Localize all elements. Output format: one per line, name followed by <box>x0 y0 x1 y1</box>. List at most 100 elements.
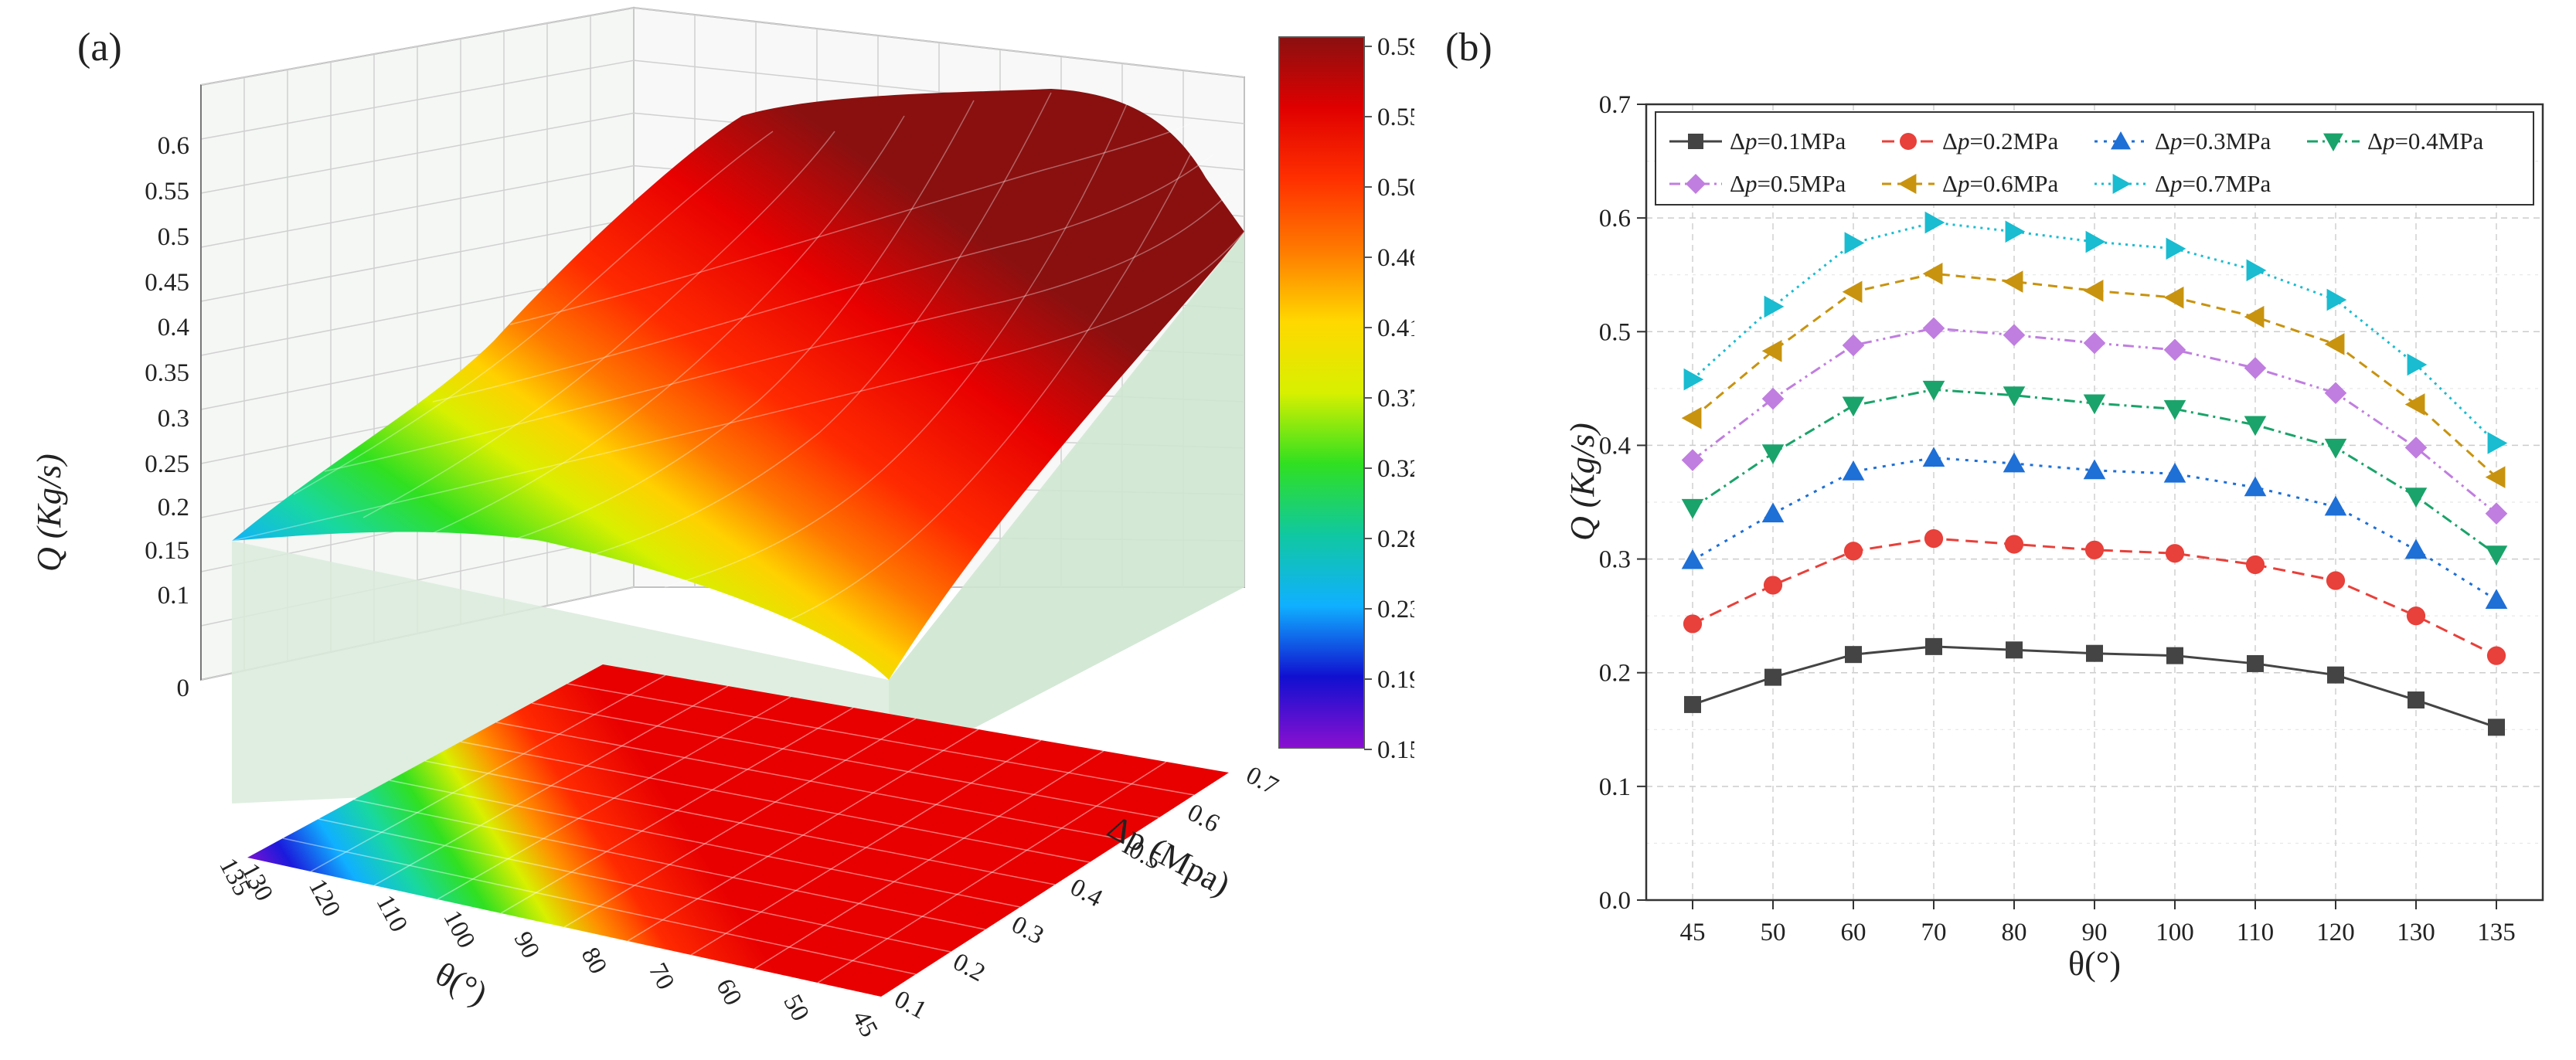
colorbar-tick-label: 0.3292 <box>1377 455 1414 483</box>
series-marker <box>1900 133 1917 150</box>
z-tick-label: 0 <box>177 674 190 702</box>
floor-grid-line <box>690 739 1042 956</box>
colorbar-tick-label: 0.2844 <box>1377 525 1414 553</box>
wall-grid-line <box>633 7 1245 78</box>
z-tick-label: 0.35 <box>145 359 189 387</box>
y-tick-label: 0.1 <box>1599 773 1631 801</box>
panel-label-b: (b) <box>1445 25 1492 70</box>
surface-grid-line <box>324 192 1230 472</box>
series-marker <box>2165 544 2185 563</box>
series-group <box>1683 211 2508 454</box>
series-marker <box>2005 220 2026 243</box>
surface-grid-line <box>757 154 1191 634</box>
series-marker <box>2006 641 2023 659</box>
legend-label-var: p <box>2169 170 2183 197</box>
line-chart-svg: (b) 0.0 0.1 0.2 0.3 0.4 0.5 0.6 0.7 45 50 60 70 80 9… <box>1445 25 2544 983</box>
series-marker <box>2083 394 2106 415</box>
theta-tick-label: 90 <box>509 927 545 963</box>
series-marker <box>2326 571 2346 590</box>
legend-label: Δp=0.5MPa <box>1730 170 1846 197</box>
legend-label-prefix: Δ <box>2367 127 2383 155</box>
series-marker <box>2406 606 2426 626</box>
series-marker <box>2324 333 2345 355</box>
series-marker <box>1681 549 1704 569</box>
series-marker <box>2112 174 2131 194</box>
dp-tick-label: 0.2 <box>948 948 989 987</box>
series-marker <box>1683 368 1704 391</box>
theta-tick-label: 100 <box>437 906 480 953</box>
panel-label-a: (a) <box>77 25 122 70</box>
colorbar <box>1278 36 1365 749</box>
series-marker <box>2404 437 2428 459</box>
series-marker <box>2246 259 2267 282</box>
series-marker <box>2485 589 2508 609</box>
colorbar-tick-label: 0.3740 <box>1377 385 1414 413</box>
y-tick-labels: 0.0 0.1 0.2 0.3 0.4 0.5 0.6 0.7 <box>1599 91 1646 915</box>
legend-label-var: p <box>1956 170 1970 197</box>
series-marker <box>1681 498 1704 519</box>
series-marker <box>2485 466 2506 488</box>
legend-label-prefix: Δ <box>1942 127 1958 155</box>
series-group <box>1683 528 2506 665</box>
theta-tick-label: 60 <box>710 974 747 1010</box>
series-layer <box>1681 211 2508 736</box>
series-group <box>1681 317 2508 525</box>
legend-label-suffix: =0.7MPa <box>2182 170 2271 197</box>
wall-grid-line <box>200 59 635 140</box>
series-marker <box>1845 646 1862 664</box>
floor-grid-line <box>389 780 1021 908</box>
x-tick-labels: 45 50 60 70 80 90 100 110 120 130 135 <box>1680 900 2516 946</box>
x-tick-label: 110 <box>2237 919 2274 946</box>
series-marker <box>1924 211 1945 234</box>
series-marker <box>2163 462 2186 483</box>
surface-grid-line <box>293 131 774 495</box>
series-marker <box>2244 476 2267 497</box>
series-marker <box>2485 502 2508 525</box>
series-marker <box>2084 540 2105 559</box>
legend-item: Δp=0.5MPa <box>1669 170 1846 197</box>
legend-label: Δp=0.7MPa <box>2155 170 2271 197</box>
wall-grid-line <box>200 7 635 86</box>
series-marker <box>1844 232 1865 254</box>
panel-b-line-chart: (b) 0.0 0.1 0.2 0.3 0.4 0.5 0.6 0.7 45 50 60 70 80 9… <box>1414 0 2576 1056</box>
series-marker <box>2111 131 2131 150</box>
legend-label: Δp=0.1MPa <box>1730 127 1846 155</box>
surface-grid-line <box>362 131 835 518</box>
x-tick-label: 80 <box>2002 919 2027 946</box>
series-marker <box>2488 719 2505 736</box>
y-tick-label: 0.5 <box>1599 318 1631 346</box>
surface-grid-line <box>231 231 1245 542</box>
theta-tick-label: 50 <box>778 990 814 1026</box>
legend-label-var: p <box>2169 127 2183 155</box>
z-tick-label: 0.25 <box>145 450 189 478</box>
series-marker <box>2003 324 2026 346</box>
legend-label-suffix: =0.1MPa <box>1757 127 1846 155</box>
series-marker <box>2083 459 2106 480</box>
theta-tick-label: 110 <box>371 891 413 937</box>
legend-item: Δp=0.4MPa <box>2307 127 2483 155</box>
y-tick-label: 0.4 <box>1599 432 1631 460</box>
wall-grid-line <box>200 217 635 302</box>
series-marker <box>1688 134 1703 149</box>
series-line <box>1692 537 2497 657</box>
series-marker <box>1842 460 1865 481</box>
series-marker <box>2003 452 2026 473</box>
series-marker <box>1683 614 1703 634</box>
theta-tick-label: 120 <box>303 875 345 922</box>
x-tick-label: 100 <box>2156 919 2194 946</box>
series-marker <box>1761 387 1785 410</box>
series-marker <box>2485 545 2508 566</box>
series-marker <box>1843 542 1863 561</box>
floor-grid-line <box>373 685 729 886</box>
series-marker <box>1686 174 1706 194</box>
legend-label-prefix: Δ <box>1730 127 1745 155</box>
y-tick-label: 0.0 <box>1599 887 1631 915</box>
floor-grid-line <box>424 760 1056 885</box>
series-marker <box>2326 288 2347 311</box>
surface-grid <box>231 92 1245 634</box>
series-marker <box>2085 230 2106 253</box>
legend-label-suffix: =0.6MPa <box>1969 170 2058 197</box>
series-marker <box>2404 538 2428 559</box>
floor-grid-line <box>563 718 917 928</box>
legend-label-prefix: Δ <box>1942 170 1958 197</box>
